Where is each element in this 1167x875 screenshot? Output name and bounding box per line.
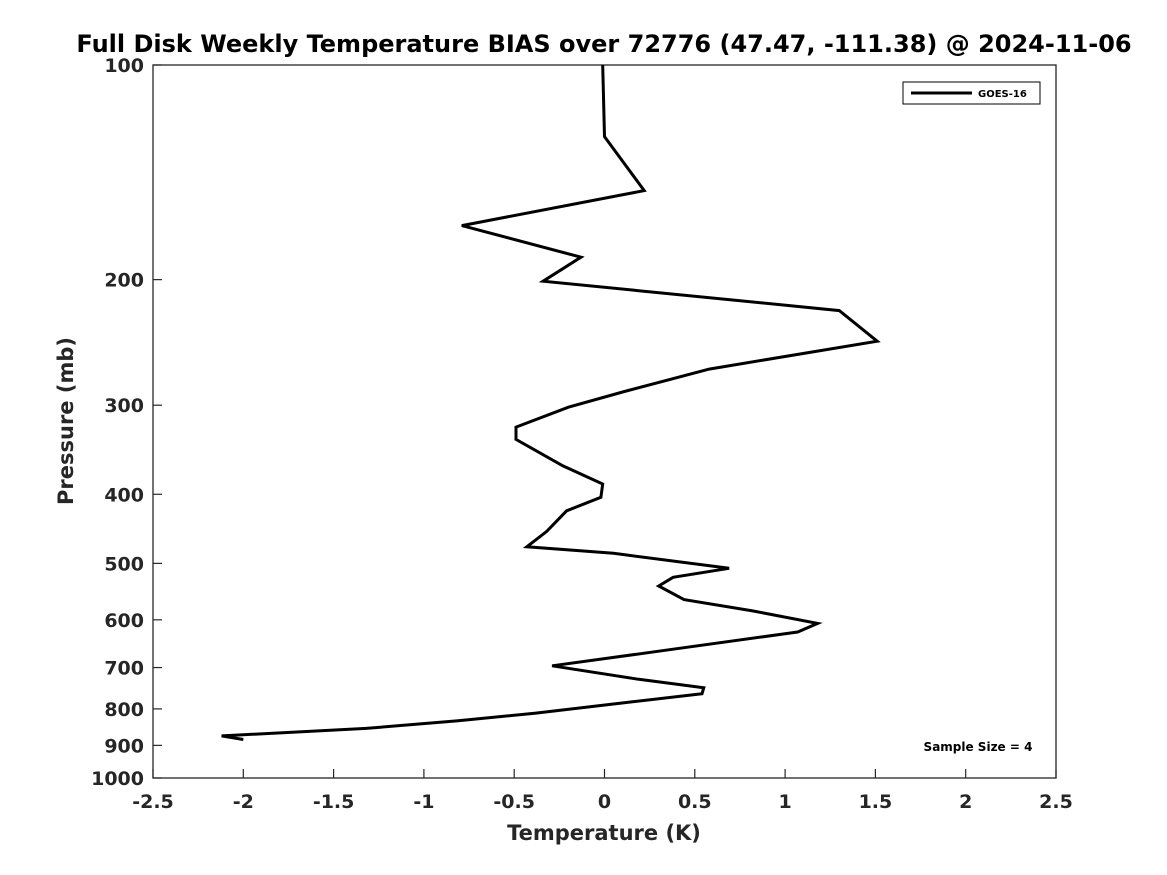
x-tick-label: 0 <box>598 791 611 813</box>
y-tick-label: 900 <box>104 735 144 757</box>
y-tick-label: 500 <box>104 553 144 575</box>
legend: GOES-16 <box>902 81 1041 105</box>
y-tick-label: 300 <box>104 395 144 417</box>
y-tick-label: 700 <box>104 658 144 680</box>
x-axis-label: Temperature (K) <box>507 821 701 845</box>
y-axis-label: Pressure (mb) <box>54 337 78 505</box>
x-tick-label: 2.5 <box>1039 791 1073 813</box>
x-tick-label: 1 <box>778 791 791 813</box>
y-axis-ticks: 100 200 300 400 500 600 700 800 900 1000 <box>91 55 162 790</box>
legend-entry-goes-16: GOES-16 <box>978 89 1027 100</box>
y-tick-label: 800 <box>104 699 144 721</box>
y-tick-label: 100 <box>104 55 144 77</box>
x-tick-label: 0.5 <box>678 791 712 813</box>
x-tick-label: -2 <box>233 791 254 813</box>
x-tick-label: 2 <box>959 791 972 813</box>
x-tick-label: -2.5 <box>132 791 174 813</box>
y-tick-label: 200 <box>104 270 144 292</box>
x-tick-label: -0.5 <box>493 791 535 813</box>
y-tick-label: 1000 <box>91 768 144 790</box>
series-line-goes-16 <box>221 64 881 741</box>
series-layer <box>221 64 881 741</box>
x-tick-label: -1 <box>413 791 434 813</box>
y-tick-label: 600 <box>104 610 144 632</box>
chart-title: Full Disk Weekly Temperature BIAS over 7… <box>76 30 1131 58</box>
sample-size-annotation: Sample Size = 4 <box>924 740 1033 754</box>
x-tick-label: -1.5 <box>313 791 355 813</box>
x-tick-label: 1.5 <box>859 791 893 813</box>
x-axis-ticks: -2.5 -2 -1.5 -1 -0.5 0 0.5 1 1.5 2 2.5 <box>132 769 1073 813</box>
y-tick-label: 400 <box>104 484 144 506</box>
